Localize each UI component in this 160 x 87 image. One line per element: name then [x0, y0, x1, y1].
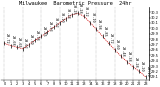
Text: 29.98: 29.98 [96, 19, 100, 29]
Text: 29.65: 29.65 [17, 37, 21, 47]
Text: 29.38: 29.38 [127, 51, 131, 62]
Text: 29.85: 29.85 [103, 26, 107, 36]
Text: 30.10: 30.10 [60, 12, 64, 23]
Text: 29.72: 29.72 [109, 33, 113, 43]
Text: 29.62: 29.62 [23, 38, 27, 49]
Text: 30.25: 30.25 [72, 4, 76, 15]
Text: 29.70: 29.70 [29, 34, 33, 44]
Text: 30.22: 30.22 [84, 6, 88, 16]
Text: 29.20: 29.20 [140, 61, 144, 71]
Text: 29.60: 29.60 [115, 39, 119, 50]
Text: 29.93: 29.93 [47, 21, 51, 32]
Text: 29.10: 29.10 [146, 66, 150, 77]
Text: 29.72: 29.72 [4, 33, 8, 43]
Text: 29.28: 29.28 [133, 57, 137, 67]
Text: 29.68: 29.68 [11, 35, 15, 46]
Text: 30.10: 30.10 [90, 12, 94, 23]
Text: 29.85: 29.85 [41, 26, 45, 36]
Text: 30.18: 30.18 [66, 8, 70, 19]
Title: Milwaukee  Barometric Pressure  24hr: Milwaukee Barometric Pressure 24hr [19, 1, 131, 6]
Text: 29.78: 29.78 [35, 30, 39, 40]
Text: 30.02: 30.02 [54, 17, 58, 27]
Text: 30.28: 30.28 [78, 3, 82, 13]
Text: 29.48: 29.48 [121, 46, 125, 56]
